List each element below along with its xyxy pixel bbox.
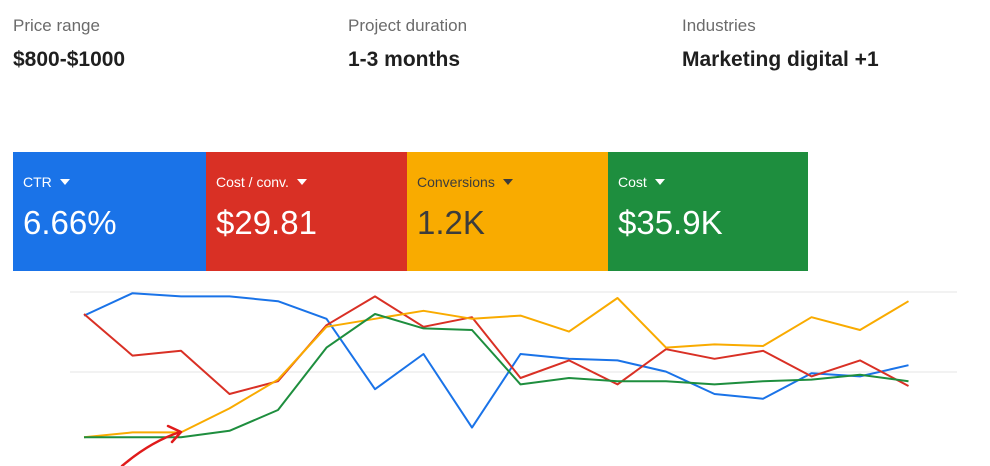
series-line-conversions <box>83 297 910 439</box>
caret-down-icon <box>59 179 70 185</box>
caret-down-icon <box>502 179 513 185</box>
metric-label: Cost / conv. <box>216 174 289 190</box>
metric-cards: CTR 6.66% Cost / conv. $29.81 Conversion… <box>13 152 808 271</box>
series-line-ctr <box>83 292 909 429</box>
performance-line-chart <box>70 291 957 466</box>
meta-label: Price range <box>13 16 100 35</box>
caret-down-icon <box>654 179 665 185</box>
meta-value: Marketing digital +1 <box>682 48 879 71</box>
annotation-arrow-icon <box>120 424 183 466</box>
metric-card-cost[interactable]: Cost $35.9K <box>608 152 808 271</box>
meta-price-range: Price range $800-$1000 <box>13 16 125 72</box>
metric-value: 6.66% <box>23 204 117 241</box>
meta-value: $800-$1000 <box>13 48 126 71</box>
metric-title[interactable]: Cost / conv. <box>216 174 397 190</box>
metric-card-cost-per-conv[interactable]: Cost / conv. $29.81 <box>206 152 407 271</box>
meta-value: 1-3 months <box>348 48 461 71</box>
meta-industries: Industries Marketing digital +1 <box>682 16 879 72</box>
metric-card-conversions[interactable]: Conversions 1.2K <box>407 152 608 271</box>
metric-label: Cost <box>618 174 647 190</box>
metric-title[interactable]: CTR <box>23 174 196 190</box>
metric-title[interactable]: Conversions <box>417 174 598 190</box>
caret-down-icon <box>296 179 307 185</box>
metric-label: Conversions <box>417 174 495 190</box>
series-line-cost-conv <box>83 295 909 395</box>
meta-label: Industries <box>682 16 756 35</box>
metric-value: $29.81 <box>216 204 317 241</box>
metric-label: CTR <box>23 174 52 190</box>
metric-title[interactable]: Cost <box>618 174 798 190</box>
metric-value: $35.9K <box>618 204 723 241</box>
series-line-cost <box>84 313 909 439</box>
chart-series <box>83 292 910 439</box>
metric-value: 1.2K <box>417 204 485 241</box>
meta-label: Project duration <box>348 16 468 35</box>
meta-project-duration: Project duration 1-3 months <box>348 16 467 72</box>
metric-card-ctr[interactable]: CTR 6.66% <box>13 152 206 271</box>
